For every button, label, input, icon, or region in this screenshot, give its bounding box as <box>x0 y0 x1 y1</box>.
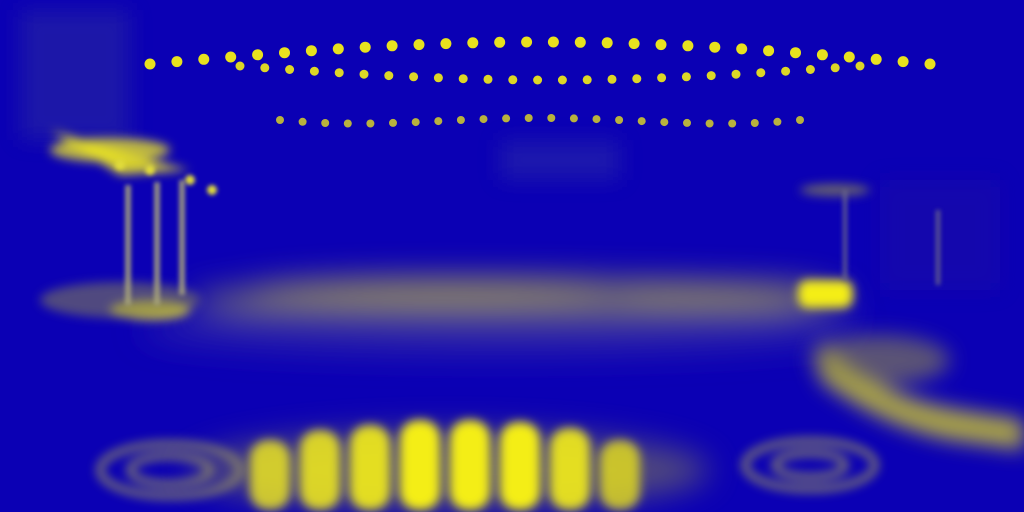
light-bulb-top <box>709 41 721 53</box>
light-bulb-back <box>366 119 375 128</box>
light-bulb-middle <box>632 74 642 84</box>
light-bulb-middle <box>731 69 741 79</box>
light-bulb-middle <box>409 72 419 82</box>
light-bulb-top <box>816 49 828 61</box>
light-bulb-back <box>705 119 714 128</box>
building-silhouettes <box>20 10 1000 290</box>
light-bulb-back <box>750 119 759 127</box>
light-bulb-middle <box>285 65 295 74</box>
light-bulb-back <box>660 118 669 127</box>
light-bulb-back <box>796 116 804 124</box>
light-bulb-back <box>411 118 420 127</box>
light-bulb-top <box>924 58 936 70</box>
light-bulb-back <box>298 117 307 126</box>
light-bulb-top <box>736 43 748 55</box>
light-bulb-top <box>359 41 371 53</box>
street-glow <box>140 278 860 354</box>
road-marking-left <box>96 440 244 500</box>
light-bulb-back <box>728 119 737 128</box>
light-bulb-middle <box>756 68 766 78</box>
light-bulb-back <box>343 119 352 128</box>
light-bulb-back <box>547 114 556 122</box>
light-bulb-top <box>628 38 640 50</box>
light-bulb-top <box>413 39 425 51</box>
light-bulb-back <box>683 118 691 127</box>
light-bulb-middle <box>557 75 567 85</box>
light-bulb-top <box>682 40 694 52</box>
light-bulb-top <box>521 36 533 48</box>
light-bulb-back <box>479 115 488 124</box>
light-bulb-back <box>592 115 601 124</box>
light-bulb-back <box>524 114 533 122</box>
light-bulb-middle <box>855 61 865 71</box>
light-bulb-back <box>637 117 646 126</box>
light-bulb-top <box>332 43 344 55</box>
light-bulb-middle <box>433 73 443 83</box>
light-bulb-middle <box>533 75 543 85</box>
light-bulb-middle <box>830 63 840 73</box>
crosswalk-glow <box>96 420 879 510</box>
light-bulb-middle <box>359 69 369 79</box>
road-marking-right <box>741 437 879 493</box>
light-bulb-middle <box>681 72 691 82</box>
right-lamp <box>798 184 941 308</box>
light-bulb-middle <box>235 61 245 71</box>
light-bulb-middle <box>309 66 319 76</box>
light-bulb-back <box>615 116 624 124</box>
light-bulb-top <box>144 58 156 70</box>
light-bulb-top <box>574 36 586 48</box>
light-bulb-top <box>870 53 882 65</box>
string-lights <box>144 36 936 128</box>
light-bulb-middle <box>607 74 617 84</box>
light-bulb-top <box>386 40 398 52</box>
light-bulb-back <box>434 117 443 126</box>
light-bulb-top <box>494 36 506 48</box>
light-bulb-middle <box>582 75 592 85</box>
light-bulb-back <box>321 119 330 127</box>
left-pavilion <box>40 130 217 320</box>
light-bulb-back <box>502 114 511 123</box>
light-bulb-top <box>897 56 909 68</box>
light-bulb-back <box>276 116 284 124</box>
light-bulb-top <box>790 47 801 59</box>
light-bulb-top <box>547 36 559 48</box>
light-bulb-top <box>252 49 264 61</box>
light-bulb-back <box>456 116 465 124</box>
light-bulb-back <box>773 117 782 126</box>
light-bulb-top <box>440 38 452 50</box>
light-bulb-top <box>279 47 290 59</box>
light-bulb-middle <box>781 66 791 76</box>
light-bulb-middle <box>706 71 716 81</box>
light-bulb-middle <box>657 73 667 83</box>
light-bulb-top <box>305 45 317 57</box>
light-bulb-middle <box>458 74 468 84</box>
light-bulb-top <box>655 39 667 51</box>
light-bulb-top <box>843 51 855 63</box>
light-bulb-back <box>569 114 578 123</box>
light-bulb-middle <box>483 74 493 84</box>
light-bulb-middle <box>334 68 344 78</box>
light-bulb-back <box>389 118 397 127</box>
light-bulb-middle <box>508 75 518 85</box>
light-bulb-middle <box>384 71 394 81</box>
light-bulb-top <box>763 45 775 57</box>
light-bulb-top <box>198 53 210 65</box>
light-bulb-top <box>171 56 183 68</box>
light-bulb-top <box>601 37 613 49</box>
light-bulb-middle <box>260 63 270 73</box>
right-curb-glow <box>810 335 1024 450</box>
light-bulb-top <box>467 37 479 49</box>
light-bulb-middle <box>805 65 815 74</box>
light-bulb-top <box>225 51 237 63</box>
